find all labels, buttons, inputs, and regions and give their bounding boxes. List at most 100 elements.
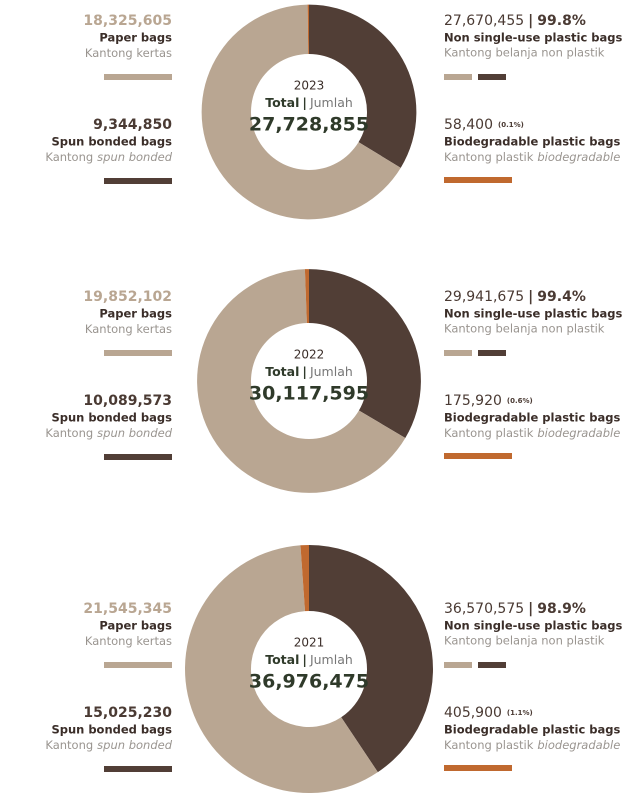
legend-bar [444, 177, 512, 183]
total-en: Total [265, 364, 299, 379]
bio-value: 58,400 (0.1%) [444, 117, 524, 133]
segment-name: Spun bonded bags [51, 135, 172, 149]
segment-local-part: Kantong kertas [85, 46, 172, 60]
segment-value: 9,344,850 [93, 117, 172, 133]
bio-value: 405,900 (1.1%) [444, 705, 533, 721]
segment-local-part: spun bonded [97, 738, 173, 752]
total-label: Total | Jumlah [265, 364, 353, 379]
legend-bar [444, 74, 472, 80]
segment-local-part: Kantong plastik [444, 426, 534, 440]
group-value: 36,570,575 | 98.9% [444, 601, 586, 617]
group-local: Kantong belanja non plastik [444, 46, 605, 60]
group-value: 27,670,455 | 99.8% [444, 13, 586, 29]
segment-local: Kantong plastik biodegradable [444, 738, 620, 752]
total-value: 27,728,855 [249, 114, 369, 136]
segment-local: Kantong plastik biodegradable [444, 426, 620, 440]
separator: | [528, 601, 533, 617]
segment-local: Kantong kertas [85, 634, 172, 648]
segment-local: Kantong kertas [85, 46, 172, 60]
segment-value: 21,545,345 [83, 601, 172, 617]
segment-name: Biodegradable plastic bags [444, 135, 621, 149]
donut-segment [201, 4, 401, 220]
segment-name: Paper bags [99, 307, 172, 321]
segment-name: Spun bonded bags [51, 723, 172, 737]
segment-local: Kantong kertas [85, 322, 172, 336]
donut-segment [309, 4, 417, 168]
total-label: Total | Jumlah [265, 652, 353, 667]
bio-share: (1.1%) [507, 709, 533, 717]
donut-segment [300, 545, 309, 612]
separator: | [302, 364, 307, 379]
segment-name: Paper bags [99, 31, 172, 45]
segment-name: Biodegradable plastic bags [444, 411, 621, 425]
group-total: 36,570,575 [444, 601, 524, 617]
donut-segment [307, 4, 309, 55]
segment-local-part: biodegradable [537, 426, 620, 440]
segment-local-part: spun bonded [97, 150, 173, 164]
bio-amount: 175,920 [444, 393, 502, 409]
group-name: Non single-use plastic bags [444, 307, 623, 321]
legend-bar [104, 662, 172, 668]
segment-local: Kantong spun bonded [45, 738, 172, 752]
segment-name: Biodegradable plastic bags [444, 723, 621, 737]
bio-share: (0.6%) [507, 397, 533, 405]
separator: | [302, 95, 307, 110]
legend-bar [444, 350, 472, 356]
segment-value: 18,325,605 [83, 13, 172, 29]
segment-value: 15,025,230 [83, 705, 172, 721]
donut-segment [309, 545, 433, 773]
segment-local-part: Kantong plastik [444, 738, 534, 752]
legend-bar [478, 350, 506, 356]
total-label: Total | Jumlah [265, 95, 353, 110]
group-share: 98.9% [537, 601, 586, 617]
separator: | [528, 13, 533, 29]
segment-local-part: biodegradable [537, 150, 620, 164]
segment-value: 10,089,573 [83, 393, 172, 409]
segment-local-part: Kantong kertas [85, 322, 172, 336]
year: 2023 [294, 79, 325, 93]
year: 2021 [294, 636, 325, 650]
group-name: Non single-use plastic bags [444, 31, 623, 45]
legend-bar [444, 662, 472, 668]
segment-local-part: Kantong [45, 150, 93, 164]
year: 2022 [294, 348, 325, 362]
total-local: Jumlah [309, 364, 353, 379]
group-local: Kantong belanja non plastik [444, 322, 605, 336]
legend-bar [104, 350, 172, 356]
group-local: Kantong belanja non plastik [444, 634, 605, 648]
total-value: 36,976,475 [249, 671, 369, 693]
group-total: 29,941,675 [444, 289, 524, 305]
segment-local: Kantong spun bonded [45, 150, 172, 164]
separator: | [528, 289, 533, 305]
segment-local-part: Kantong [45, 738, 93, 752]
legend-bar [104, 178, 172, 184]
segment-value: 19,852,102 [83, 289, 172, 305]
group-share: 99.4% [537, 289, 586, 305]
bio-amount: 405,900 [444, 705, 502, 721]
legend-bar [104, 766, 172, 772]
group-total: 27,670,455 [444, 13, 524, 29]
legend-bar [444, 765, 512, 771]
segment-local-part: biodegradable [537, 738, 620, 752]
separator: | [302, 652, 307, 667]
donut-segment [185, 545, 378, 793]
total-value: 30,117,595 [249, 383, 369, 405]
total-local: Jumlah [309, 652, 353, 667]
group-share: 99.8% [537, 13, 586, 29]
total-en: Total [265, 652, 299, 667]
legend-bar [104, 454, 172, 460]
segment-local: Kantong plastik biodegradable [444, 150, 620, 164]
bio-value: 175,920 (0.6%) [444, 393, 533, 409]
segment-local: Kantong spun bonded [45, 426, 172, 440]
segment-local-part: Kantong [45, 426, 93, 440]
total-en: Total [265, 95, 299, 110]
segment-name: Paper bags [99, 619, 172, 633]
group-value: 29,941,675 | 99.4% [444, 289, 586, 305]
segment-name: Spun bonded bags [51, 411, 172, 425]
donut-segment [304, 269, 309, 324]
group-name: Non single-use plastic bags [444, 619, 623, 633]
legend-bar [444, 453, 512, 459]
total-local: Jumlah [309, 95, 353, 110]
segment-local-part: Kantong kertas [85, 634, 172, 648]
